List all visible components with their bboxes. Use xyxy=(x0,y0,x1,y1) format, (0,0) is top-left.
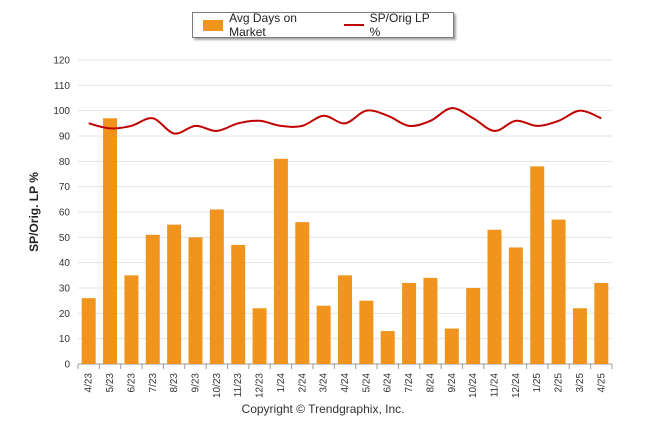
x-tick-label: 11/23 xyxy=(233,373,244,398)
x-tick-label: 6/23 xyxy=(126,373,137,393)
x-tick-label: 5/24 xyxy=(361,373,372,393)
x-tick-label: 4/25 xyxy=(596,373,607,393)
x-tick-label: 8/24 xyxy=(425,373,436,393)
y-tick-label: 80 xyxy=(59,157,71,168)
y-tick-label: 30 xyxy=(59,284,71,295)
bar xyxy=(572,308,587,364)
x-tick-label: 1/24 xyxy=(276,373,287,393)
y-tick-label: 40 xyxy=(59,258,71,269)
bar xyxy=(124,275,139,364)
legend-swatch-line xyxy=(343,24,364,26)
x-tick-label: 3/24 xyxy=(319,373,330,393)
x-tick-label: 10/24 xyxy=(468,373,479,398)
bar xyxy=(145,234,160,364)
bar xyxy=(103,118,118,365)
bar xyxy=(188,237,203,364)
x-tick-label: 9/24 xyxy=(447,373,458,393)
bar xyxy=(359,300,374,364)
bar xyxy=(316,305,331,364)
y-tick-label: 90 xyxy=(59,132,71,143)
legend-swatch-bar xyxy=(203,19,224,31)
bar xyxy=(402,282,417,364)
bar xyxy=(167,224,182,364)
x-tick-label: 4/23 xyxy=(84,373,95,393)
bar xyxy=(252,308,267,364)
legend-label-sp-orig-lp: SP/Orig LP % xyxy=(369,11,430,39)
x-tick-label: 3/25 xyxy=(575,373,586,393)
bar xyxy=(444,328,459,364)
x-tick-label: 2/24 xyxy=(297,373,308,393)
y-tick-label: 0 xyxy=(64,360,70,371)
x-tick-label: 9/23 xyxy=(190,373,201,393)
bar xyxy=(466,288,481,364)
x-tick-label: 7/24 xyxy=(404,373,415,393)
bar xyxy=(273,158,288,364)
bar xyxy=(380,331,395,364)
bar xyxy=(508,247,523,364)
series-line xyxy=(88,107,602,135)
y-tick-label: 60 xyxy=(59,208,71,219)
y-tick-label: 100 xyxy=(53,106,70,117)
y-tick-label: 110 xyxy=(54,81,70,92)
y-tick-label: 20 xyxy=(59,309,71,320)
bar xyxy=(594,282,609,364)
bar xyxy=(530,166,545,364)
chart-legend: Avg Days on Market SP/Orig LP % xyxy=(192,11,454,39)
x-tick-label: 7/23 xyxy=(148,373,159,393)
legend-label-days-on-market: Avg Days on Market xyxy=(229,11,297,39)
bar xyxy=(423,277,438,364)
x-tick-label: 1/25 xyxy=(532,373,543,393)
bar xyxy=(295,222,310,364)
y-tick-label: 120 xyxy=(53,56,70,67)
x-tick-label: 4/24 xyxy=(340,373,351,393)
x-tick-label: 5/23 xyxy=(105,373,116,393)
x-tick-label: 2/25 xyxy=(554,373,565,393)
bar xyxy=(338,275,352,364)
bar xyxy=(487,229,502,364)
x-tick-label: 8/23 xyxy=(169,373,180,393)
x-tick-label: 11/24 xyxy=(490,373,501,398)
y-tick-label: 10 xyxy=(59,334,71,345)
x-tick-label: 12/24 xyxy=(511,373,522,398)
legend-item-sp-orig-lp: SP/Orig LP % xyxy=(343,11,437,39)
bar xyxy=(551,219,566,364)
y-tick-label: 50 xyxy=(59,233,71,244)
y-tick-label: 70 xyxy=(59,182,71,193)
x-tick-label: 6/24 xyxy=(383,373,394,393)
bar xyxy=(231,244,246,364)
bar xyxy=(81,298,96,364)
x-tick-label: 10/23 xyxy=(212,373,223,398)
copyright-text: Copyright © Trendgraphix, Inc. xyxy=(241,402,405,416)
x-tick-label: 12/23 xyxy=(255,373,266,398)
legend-item-days-on-market: Avg Days on Market xyxy=(203,11,328,39)
bar xyxy=(209,209,224,364)
